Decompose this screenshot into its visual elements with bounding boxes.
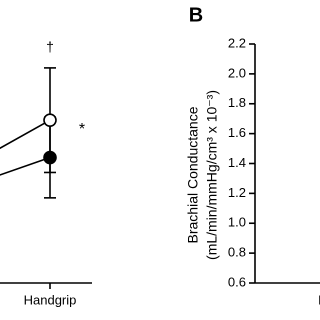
annotation: * (79, 121, 85, 138)
series-line (0, 119, 51, 150)
marker (43, 113, 57, 127)
series-line (0, 156, 51, 176)
y-tick-label: 1.6 (228, 125, 246, 140)
y-axis-label: (mL/min/mmHg/cm³ x 10⁻³) (204, 90, 220, 260)
marker (43, 150, 57, 165)
y-axis-label: Brachial Conductance (185, 106, 201, 243)
y-tick-label: 2.0 (228, 65, 246, 80)
panel-label: B (189, 4, 203, 26)
y-tick-label: 0.6 (228, 274, 246, 289)
x-tick-label: I (318, 292, 320, 307)
y-tick-label: 1.0 (228, 215, 246, 230)
y-tick-label: 1.8 (228, 95, 246, 110)
y-tick-label: 0.8 (228, 245, 246, 260)
y-tick-label: 2.2 (228, 35, 246, 50)
annotation: † (46, 39, 54, 55)
y-tick-label: 1.4 (228, 155, 246, 170)
x-tick-label: Handgrip (24, 292, 77, 307)
y-tick-label: 1.2 (228, 185, 246, 200)
